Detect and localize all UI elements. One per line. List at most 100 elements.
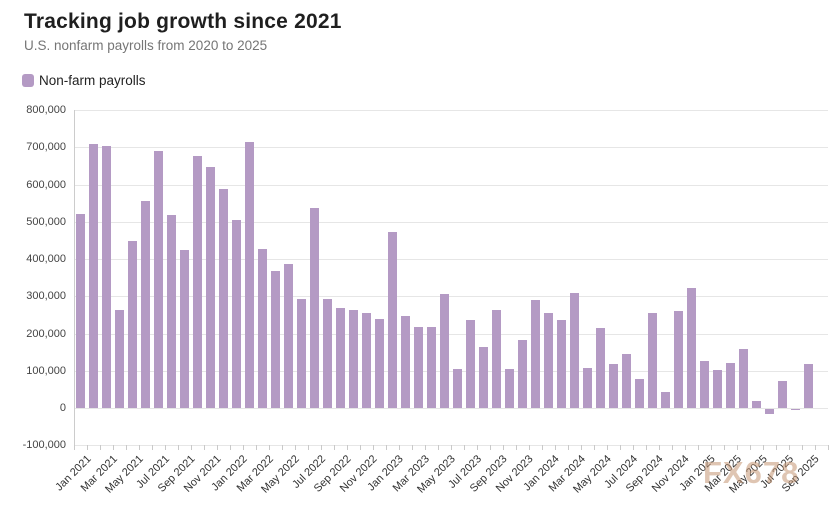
x-axis-tick [750,445,751,451]
x-axis-tick [477,445,478,451]
bar[interactable] [323,299,332,408]
bar[interactable] [115,310,124,408]
bar[interactable] [284,264,293,408]
x-axis-tick [126,445,127,451]
bar[interactable] [388,232,397,408]
x-axis-tick [373,445,374,451]
bar[interactable] [453,368,462,408]
bar[interactable] [440,294,449,408]
bar[interactable] [310,207,319,408]
bar[interactable] [375,318,384,408]
bar[interactable] [427,327,436,408]
bar[interactable] [466,320,475,408]
bar[interactable] [752,400,761,408]
x-axis-tick [360,445,361,451]
x-axis-tick [581,445,582,451]
bar[interactable] [479,346,488,408]
y-axis-label: 700,000 [26,141,66,154]
bar[interactable] [778,381,787,408]
gridline [74,370,828,372]
x-axis-tick [347,445,348,451]
y-axis-label: 200,000 [26,327,66,340]
x-axis-tick [74,445,75,451]
x-axis-tick [204,445,205,451]
x-axis-tick [529,445,530,451]
x-axis-tick [412,445,413,451]
x-axis-tick [425,445,426,451]
bar[interactable] [258,248,267,408]
y-axis-label: 0 [59,402,66,414]
bar[interactable] [76,214,85,408]
bar[interactable] [401,315,410,408]
x-axis-tick [230,445,231,451]
y-axis-label: 600,000 [26,178,66,191]
bar[interactable] [167,215,176,408]
x-axis-tick [828,445,829,451]
bar[interactable] [687,287,696,408]
bar[interactable] [206,166,215,408]
bar[interactable] [518,340,527,408]
bar[interactable] [154,151,163,408]
x-axis-tick [802,445,803,451]
bar[interactable] [531,299,540,408]
bar[interactable] [141,200,150,408]
x-axis-tick [243,445,244,451]
x-axis-tick [438,445,439,451]
bar[interactable] [128,241,137,408]
bar[interactable] [544,312,553,408]
y-axis-label: 400,000 [26,253,66,265]
bar[interactable] [336,307,345,408]
x-axis-tick [568,445,569,451]
x-axis-tick [87,445,88,451]
x-axis-tick [334,445,335,451]
x-axis-tick [256,445,257,451]
bar[interactable] [102,145,111,408]
bar[interactable] [570,292,579,408]
x-axis-tick [217,445,218,451]
bar[interactable] [271,270,280,408]
x-axis-tick [490,445,491,451]
bar[interactable] [674,310,683,408]
bar[interactable] [232,220,241,408]
x-axis-tick [399,445,400,451]
bar[interactable] [180,250,189,408]
x-axis-tick [711,445,712,451]
bar[interactable] [791,409,800,411]
bar[interactable] [193,155,202,408]
gridline [74,259,828,260]
x-axis-tick [737,445,738,451]
page-subtitle: U.S. nonfarm payrolls from 2020 to 2025 [24,38,268,53]
x-axis-tick [685,445,686,451]
bar[interactable] [349,310,358,408]
legend-swatch-icon[interactable] [22,73,34,87]
bar[interactable] [89,143,98,408]
bar[interactable] [297,298,306,408]
x-axis-tick [815,445,816,451]
bar[interactable] [557,320,566,408]
y-axis-line [74,110,75,446]
bar[interactable] [609,364,618,408]
x-axis-tick [100,445,101,451]
bar[interactable] [765,409,774,414]
bar[interactable] [713,370,722,408]
bar[interactable] [583,367,592,408]
bar[interactable] [219,188,228,408]
bar[interactable] [635,378,644,408]
bar[interactable] [661,391,670,408]
bar[interactable] [414,327,423,408]
bar[interactable] [505,368,514,408]
bar[interactable] [726,363,735,408]
bar[interactable] [492,310,501,408]
x-axis-tick [516,445,517,451]
bar[interactable] [804,363,813,408]
bar[interactable] [622,354,631,408]
bar[interactable] [739,349,748,408]
bar[interactable] [596,327,605,408]
x-axis-tick [763,445,764,451]
legend-item-label[interactable]: Non-farm payrolls [39,72,146,88]
bar[interactable] [362,312,371,408]
bar[interactable] [648,313,657,408]
bar[interactable] [700,361,709,408]
bar[interactable] [245,142,254,408]
